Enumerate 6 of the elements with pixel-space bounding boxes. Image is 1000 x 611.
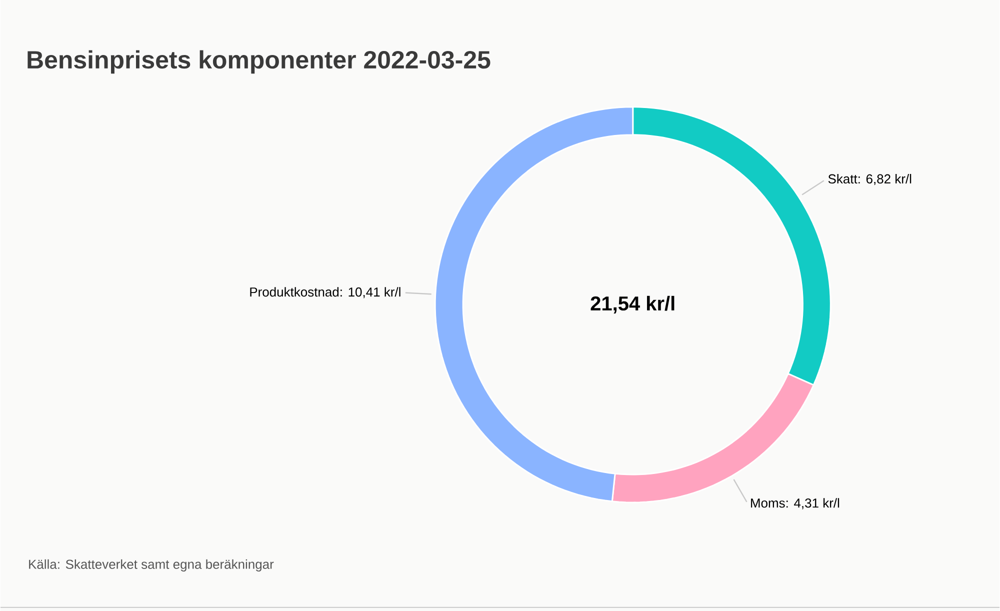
chart-title: Bensinprisets komponenter 2022-03-25 — [28, 50, 490, 74]
slice-label: Produktkostnad: 10,41 kr/l — [250, 286, 400, 298]
slice-label: Moms: 4,31 kr/l — [751, 498, 840, 510]
text: 21,54 kr/l — [590, 296, 674, 314]
text: Källa: Skatteverket samt egna beräkningar — [29, 559, 274, 572]
slice-label: Skatt: 6,82 kr/l — [828, 174, 912, 185]
